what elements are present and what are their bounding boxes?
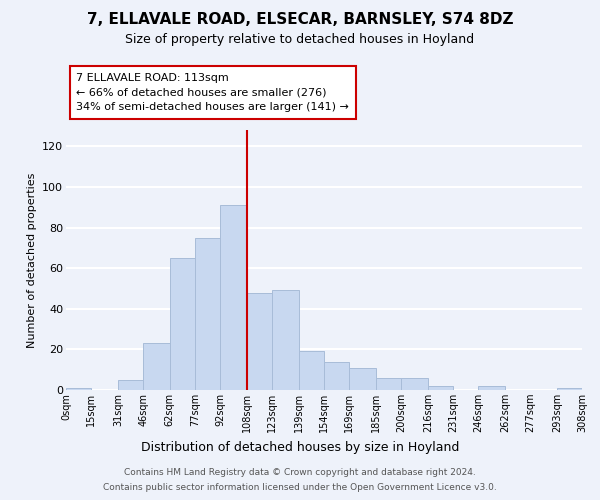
Text: 7 ELLAVALE ROAD: 113sqm
← 66% of detached houses are smaller (276)
34% of semi-d: 7 ELLAVALE ROAD: 113sqm ← 66% of detache…	[76, 73, 349, 112]
Bar	[220, 205, 247, 390]
Bar	[376, 378, 401, 390]
Bar	[66, 388, 91, 390]
Bar	[349, 368, 376, 390]
Text: Distribution of detached houses by size in Hoyland: Distribution of detached houses by size …	[141, 441, 459, 454]
Bar	[143, 344, 170, 390]
Bar	[401, 378, 428, 390]
Bar	[557, 388, 582, 390]
Bar	[299, 352, 324, 390]
Bar	[428, 386, 453, 390]
Bar	[478, 386, 505, 390]
Text: 7, ELLAVALE ROAD, ELSECAR, BARNSLEY, S74 8DZ: 7, ELLAVALE ROAD, ELSECAR, BARNSLEY, S74…	[87, 12, 513, 28]
Text: Contains HM Land Registry data © Crown copyright and database right 2024.: Contains HM Land Registry data © Crown c…	[124, 468, 476, 477]
Bar	[324, 362, 349, 390]
Bar	[195, 238, 220, 390]
Text: Size of property relative to detached houses in Hoyland: Size of property relative to detached ho…	[125, 32, 475, 46]
Bar	[272, 290, 299, 390]
Y-axis label: Number of detached properties: Number of detached properties	[26, 172, 37, 348]
Bar	[247, 292, 272, 390]
Text: Contains public sector information licensed under the Open Government Licence v3: Contains public sector information licen…	[103, 483, 497, 492]
Bar	[118, 380, 143, 390]
Bar	[170, 258, 195, 390]
